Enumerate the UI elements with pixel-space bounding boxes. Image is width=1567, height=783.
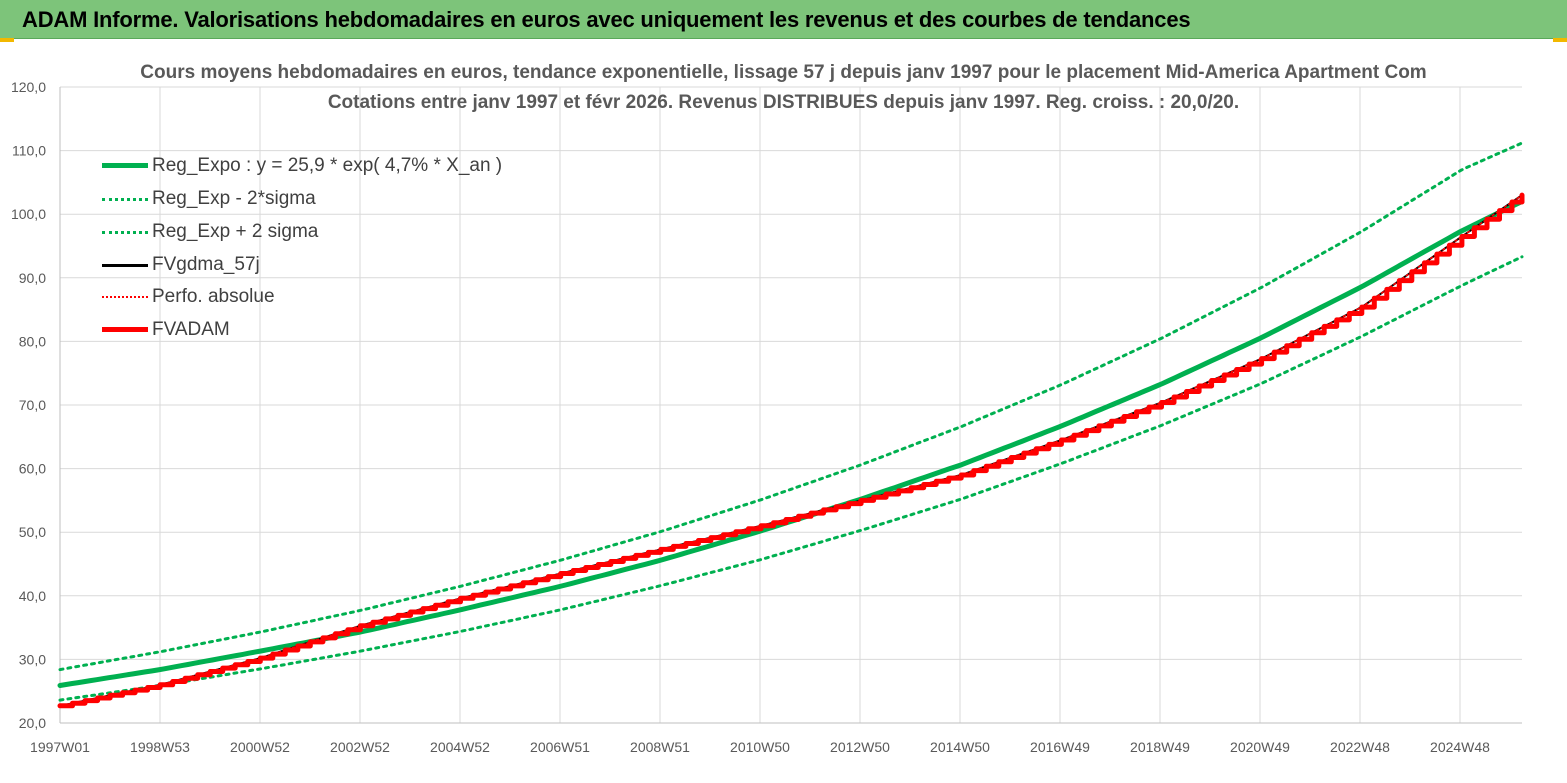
axis-layer: 20,0 30,0 40,0 50,0 60,0 70,0 80,0 90,0 100,0 110… — [11, 79, 1522, 755]
legend-swatch-perfo-absolue — [102, 296, 148, 298]
x-tick-label: 2002W52 — [330, 739, 390, 755]
y-tick-label: 110,0 — [12, 143, 46, 159]
x-tick-label: 2014W50 — [930, 739, 990, 755]
x-tick-label: 2022W48 — [1330, 739, 1390, 755]
page-title: ADAM Informe. Valorisations hebdomadaire… — [22, 7, 1191, 32]
x-tick-label: 2024W48 — [1430, 739, 1490, 755]
chart-title: Cours moyens hebdomadaires en euros, ten… — [140, 62, 1427, 83]
legend-label-fvadam: FVADAM — [152, 319, 230, 340]
series-line-fvadam — [57, 192, 1525, 709]
legend-label-reg-expo: Reg_Expo : y = 25,9 * exp( 4,7% * X_an ) — [152, 155, 503, 176]
series-line-fvgdma-57j — [59, 194, 1523, 707]
chart-area: 20,0 30,0 40,0 50,0 60,0 70,0 80,0 90,0 100,0 110… — [0, 40, 1567, 783]
y-tick-label: 100,0 — [11, 206, 46, 222]
y-tick-label: 60,0 — [19, 461, 46, 477]
x-tick-label: 1997W01 — [30, 739, 90, 755]
corner-marker-left — [0, 38, 14, 42]
chart-subtitle: Cotations entre janv 1997 et févr 2026. … — [327, 92, 1240, 113]
series-line-perfo-absolue — [59, 194, 1523, 707]
y-tick-label: 80,0 — [19, 333, 46, 349]
series-line-reg-exp-2-sigma — [58, 141, 1524, 672]
legend-swatch-reg-exp-minus — [102, 198, 148, 201]
legend-label-perfo-absolue: Perfo. absolue — [152, 286, 275, 307]
y-tick-label: 50,0 — [19, 524, 46, 540]
x-tick-label: 2010W50 — [730, 739, 790, 755]
x-tick-label: 2018W49 — [1130, 739, 1190, 755]
legend-swatch-fvadam — [102, 327, 148, 332]
x-tick-label: 2008W51 — [630, 739, 690, 755]
x-tick-label: 2020W49 — [1230, 739, 1290, 755]
legend-label-reg-exp-minus: Reg_Exp - 2*sigma — [152, 188, 316, 209]
series-line-reg-exp-2-sigma — [58, 255, 1524, 702]
y-tick-label: 70,0 — [19, 397, 46, 413]
legend-swatch-fvgdma — [102, 264, 148, 267]
legend-label-fvgdma: FVgdma_57j — [152, 254, 260, 275]
y-tick-label: 30,0 — [19, 651, 46, 667]
chart-plot: 20,0 30,0 40,0 50,0 60,0 70,0 80,0 90,0 100,0 110… — [11, 79, 1525, 755]
legend-swatch-reg-expo — [102, 163, 148, 168]
legend-label-reg-exp-plus: Reg_Exp + 2 sigma — [152, 221, 319, 242]
legend-swatch-reg-exp-plus — [102, 231, 148, 234]
x-tick-label: 2012W50 — [830, 739, 890, 755]
x-tick-label: 2000W52 — [230, 739, 290, 755]
series-layer — [57, 141, 1525, 709]
corner-marker-right — [1553, 38, 1567, 42]
x-tick-label: 2016W49 — [1030, 739, 1090, 755]
x-tick-label: 2004W52 — [430, 739, 490, 755]
x-tick-label: 2006W51 — [530, 739, 590, 755]
series-line-reg-expo-y-25-9-exp-4-7-x-an — [57, 199, 1525, 688]
y-tick-label: 90,0 — [19, 270, 46, 286]
x-tick-label: 1998W53 — [130, 739, 190, 755]
page-banner: ADAM Informe. Valorisations hebdomadaire… — [0, 0, 1567, 39]
y-tick-label: 40,0 — [19, 588, 46, 604]
y-tick-label: 20,0 — [19, 715, 46, 731]
y-tick-label: 120,0 — [11, 79, 46, 95]
